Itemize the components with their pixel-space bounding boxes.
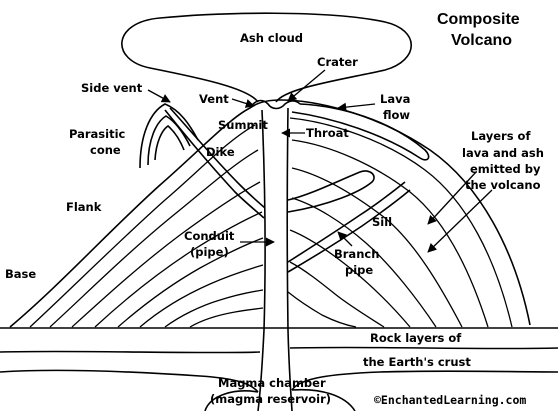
label-arrows [147,69,493,253]
label-sill: Sill [372,215,392,229]
vent-arrow [231,98,255,108]
label-lava-flow-2: flow [383,108,410,122]
label-rock-layers-2: the Earth's crust [363,355,471,369]
label-summit: Summit [218,118,268,132]
label-layers-1: Layers of [471,129,531,143]
sill-channel [287,170,375,213]
main-conduit [257,109,266,411]
dike-channel [169,107,266,209]
label-crater: Crater [317,55,358,69]
label-magma-chamber-2: (magma reservoir) [210,392,331,406]
label-branch-pipe-2: pipe [345,263,373,277]
side-vent-arrow [147,89,171,103]
label-dike: Dike [206,145,235,159]
label-conduit-1: Conduit [184,229,235,243]
label-vent: Vent [199,92,229,106]
label-conduit-2: (pipe) [190,245,229,259]
label-flank: Flank [66,200,102,214]
crust-layers [0,327,558,393]
credit-text: ©EnchantedLearning.com [374,393,526,407]
label-parasitic-cone-2: cone [90,143,121,157]
branch-pipe-channel-wall [287,189,411,273]
label-lava-flow-1: Lava [380,92,410,106]
strata-layers-right [287,117,513,328]
label-layers-4: the volcano [465,178,541,192]
main-conduit-right-wall [286,107,293,411]
title-line-2: Volcano [451,32,512,49]
label-layers-2: lava and ash [462,146,544,160]
label-base: Base [5,267,36,281]
branch-pipe-arrow [337,231,353,247]
crater-arrow [287,69,326,102]
volcano-outer-outline [9,99,531,328]
lava-flow-shape [291,103,430,161]
label-rock-layers-1: Rock layers of [370,331,462,345]
branch-pipe-channel [287,181,406,263]
label-parasitic-cone-1: Parasitic [69,127,126,141]
title-line-1: Composite [437,11,520,28]
strata-layers-left [29,124,264,328]
label-layers-3: emitted by [470,162,541,176]
label-throat: Throat [306,126,349,140]
lava-flow-arrow [337,102,376,112]
label-ash-cloud: Ash cloud [240,31,303,45]
label-side-vent: Side vent [81,81,143,95]
parasitic-cone-shape [139,103,199,169]
magma-chamber-shape [204,388,356,411]
layers-arrow-1 [427,171,477,225]
layers-arrow-2 [427,189,493,253]
ash-cloud-shape [121,12,412,103]
label-branch-pipe-1: Branch [334,247,379,261]
label-magma-chamber-1: Magma chamber [218,376,326,390]
